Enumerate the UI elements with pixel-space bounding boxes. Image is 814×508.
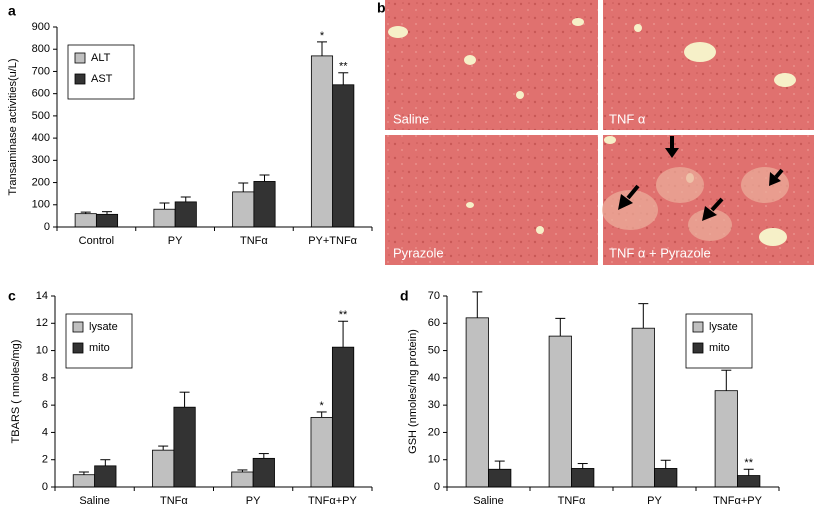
y-tick-label: 700 (32, 65, 50, 77)
bar (331, 346, 355, 488)
y-tick-label: 30 (428, 399, 440, 411)
y-axis-label: TBARS ( nmoles/mg) (10, 340, 22, 444)
x-tick-label: PY (168, 235, 183, 247)
y-tick-label: 4 (42, 426, 48, 438)
y-tick-label: 2 (42, 454, 48, 466)
annotation: ** (339, 61, 348, 73)
legend-swatch (692, 342, 704, 354)
panel-label: b (377, 0, 386, 16)
y-tick-label: 900 (32, 21, 50, 33)
bar (72, 474, 96, 488)
tile-label: Saline (393, 111, 429, 126)
x-tick-label: PY (246, 495, 261, 507)
bar (152, 449, 175, 488)
legend-label: AST (91, 73, 113, 85)
y-tick-label: 500 (32, 110, 50, 122)
x-tick-label: PY+TNFα (308, 235, 357, 247)
y-tick-label: 0 (42, 481, 48, 493)
y-tick-label: 12 (36, 317, 48, 329)
y-tick-label: 70 (428, 290, 440, 302)
bar (174, 201, 197, 228)
y-tick-label: 40 (428, 372, 440, 384)
y-tick-label: 0 (434, 481, 440, 493)
y-tick-label: 60 (428, 317, 440, 329)
bar (631, 327, 655, 488)
bar (310, 417, 333, 488)
bar (548, 335, 572, 488)
y-axis-label: GSH (nmoles/mg protein) (407, 329, 419, 454)
bar (332, 84, 355, 228)
legend-label: lysate (89, 321, 118, 333)
legend-swatch (74, 73, 86, 85)
x-tick-label: TNFα (240, 235, 268, 247)
tile-label: TNF α (609, 111, 646, 126)
legend-label: mito (709, 342, 730, 354)
x-tick-label: TNFα (558, 495, 586, 507)
y-tick-label: 600 (32, 88, 50, 100)
bar (94, 465, 117, 488)
y-tick-label: 8 (42, 372, 48, 384)
legend-label: mito (89, 342, 110, 354)
y-tick-label: 14 (36, 290, 48, 302)
annotation: * (320, 400, 325, 412)
x-tick-label: TNFα+PY (308, 495, 358, 507)
y-tick-label: 400 (32, 132, 50, 144)
lesions (602, 167, 789, 241)
y-tick-label: 0 (44, 221, 50, 233)
panel-label: a (8, 3, 16, 19)
tile-image (385, 135, 598, 265)
x-tick-label: Control (79, 235, 114, 247)
bar (253, 181, 276, 228)
bar (95, 213, 119, 228)
annotation: * (320, 30, 325, 42)
x-tick-label: TNFα+PY (713, 495, 763, 507)
y-tick-label: 10 (36, 344, 48, 356)
annotation: ** (744, 457, 753, 469)
legend-label: lysate (709, 321, 738, 333)
bar (232, 191, 255, 228)
y-tick-label: 10 (428, 454, 440, 466)
y-tick-label: 100 (32, 199, 50, 211)
bar (571, 468, 595, 488)
x-tick-label: TNFα (160, 495, 188, 507)
bar (173, 406, 196, 488)
tile-label: Pyrazole (393, 245, 444, 260)
legend-swatch (692, 321, 704, 333)
y-tick-label: 6 (42, 399, 48, 411)
bar (465, 317, 489, 488)
panel-label: d (400, 288, 409, 304)
x-tick-label: PY (647, 495, 662, 507)
bar (714, 390, 738, 488)
y-axis-label: Transaminase activities(u/L) (7, 58, 19, 195)
x-tick-label: Saline (79, 495, 110, 507)
legend-label: ALT (91, 52, 111, 64)
bar (310, 55, 334, 228)
y-tick-label: 50 (428, 344, 440, 356)
bar (153, 208, 176, 228)
bar (252, 457, 275, 488)
bar (737, 475, 761, 488)
histology-panel: b Saline TNF α Pyrazole TNF α + Pyrazole (377, 0, 814, 265)
y-tick-label: 200 (32, 176, 50, 188)
bar (488, 468, 512, 488)
legend-swatch (74, 52, 86, 64)
y-tick-label: 20 (428, 426, 440, 438)
bar (74, 213, 97, 228)
y-tick-label: 800 (32, 43, 50, 55)
legend-swatch (72, 321, 84, 333)
vessels (388, 18, 796, 246)
bar (654, 468, 678, 488)
panel-label: c (8, 288, 16, 304)
tile-image (385, 0, 598, 130)
legend-swatch (72, 342, 84, 354)
arrows (618, 136, 784, 221)
x-tick-label: Saline (473, 495, 504, 507)
bar (231, 471, 254, 488)
annotation: ** (339, 309, 348, 321)
tile-label: TNF α + Pyrazole (609, 245, 711, 260)
tile-image (603, 0, 814, 130)
y-tick-label: 300 (32, 154, 50, 166)
